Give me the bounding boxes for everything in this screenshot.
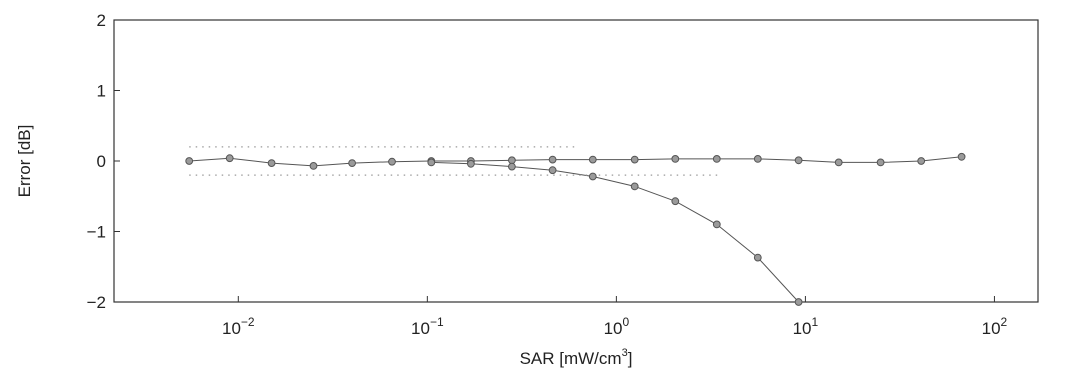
data-point [712,220,721,229]
plot-series [185,146,966,306]
data-point [185,157,194,165]
x-axis-title: SAR [mW/cm3] [520,347,633,368]
data-point [671,155,680,163]
data-point [225,154,234,163]
x-axis: 10−2 10−1 100 101 102 [222,296,1008,338]
data-point [794,298,803,306]
data-point [794,156,803,165]
data-point [712,155,721,163]
data-point [876,158,885,167]
data-point [630,155,639,164]
data-point [267,159,276,168]
y-tick-label: 2 [97,11,106,30]
data-point [753,155,762,163]
data-point [671,197,680,206]
data-point [917,157,926,165]
series-line [431,161,799,303]
x-tick-label: 102 [982,315,1008,338]
y-axis: 2 1 0 −1 −2 [87,11,120,312]
y-tick-label: 1 [97,82,106,101]
x-tick-label: 101 [793,315,819,338]
x-tick-label: 100 [604,315,630,338]
y-tick-label: −1 [87,223,106,242]
x-tick-label: 10−1 [411,315,444,338]
data-point [388,157,396,166]
data-point [548,166,557,175]
x-tick-label: 10−2 [222,315,255,338]
data-point [348,159,357,168]
data-point [753,253,762,262]
y-tick-label: 0 [97,152,106,171]
data-point [588,172,597,181]
data-point [508,162,516,171]
data-point [834,158,843,167]
y-axis-title: Error [dB] [15,125,34,198]
data-point [957,152,966,161]
data-point [630,182,639,191]
data-point [548,155,557,164]
y-tick-label: −2 [87,293,106,312]
data-point [508,156,516,165]
series-line [189,156,962,167]
data-point [588,155,597,164]
data-point [309,162,318,170]
data-point [467,159,475,168]
data-point [427,158,436,167]
